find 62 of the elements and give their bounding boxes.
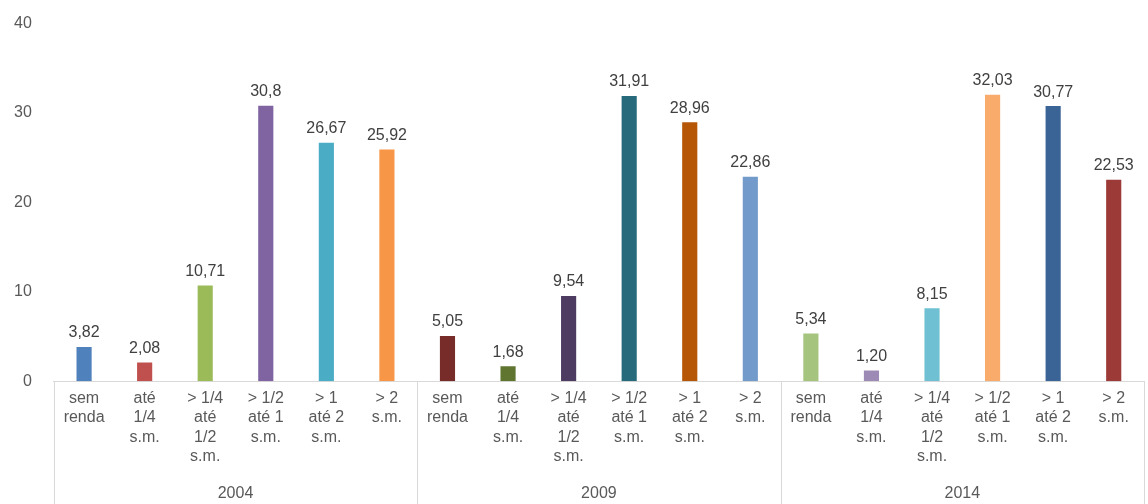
- x-tick-label: sem renda: [427, 389, 469, 426]
- data-label: 22,53: [1093, 156, 1134, 174]
- data-label: 10,71: [185, 261, 226, 279]
- text: 2014: [944, 484, 981, 502]
- data-label: 8,15: [916, 284, 948, 302]
- y-tick-label: 20: [14, 192, 32, 210]
- y-tick-label: 0: [22, 371, 32, 389]
- x-tick-label: até 1/4 s.m.: [856, 389, 887, 445]
- bar: [803, 333, 819, 382]
- bar: [500, 366, 516, 382]
- data-label: 1,68: [492, 342, 524, 360]
- x-tick-label: > 1/4 até 1/2 s.m.: [914, 389, 951, 464]
- data-label: 2,08: [129, 339, 161, 357]
- bar: [1045, 106, 1061, 382]
- x-tick-label: > 1 até 2 s.m.: [308, 389, 345, 445]
- data-label: 3,82: [68, 323, 100, 341]
- text: 2004: [217, 484, 254, 502]
- x-tick-label: > 1 até 2 s.m.: [671, 389, 708, 445]
- data-label: 26,67: [306, 119, 347, 137]
- bar: [318, 142, 334, 382]
- bar: [439, 336, 456, 382]
- bar: [1106, 179, 1122, 382]
- bar: [985, 94, 1001, 382]
- y-tick-label: 40: [14, 14, 32, 32]
- x-tick-label: > 2 s.m.: [1098, 389, 1129, 426]
- data-label: 22,86: [730, 153, 771, 171]
- y-tick-label: 30: [14, 103, 32, 121]
- bar: [197, 285, 213, 382]
- x-tick-label: > 1/4 até 1/2 s.m.: [550, 389, 587, 464]
- data-label: 32,03: [972, 71, 1013, 89]
- x-tick-label: até 1/4 s.m.: [129, 389, 160, 445]
- data-label: 30,8: [250, 82, 282, 100]
- bar: [863, 370, 880, 382]
- data-label: 1,20: [855, 346, 888, 364]
- data-label: 30,77: [1033, 82, 1074, 100]
- bar: [682, 122, 698, 382]
- x-tick-label: > 2 s.m.: [735, 389, 766, 426]
- bar: [561, 295, 577, 382]
- x-tick-label: > 1/4 até 1/2 s.m.: [187, 389, 224, 464]
- x-tick-label: até 1/4 s.m.: [492, 389, 524, 445]
- bar: [379, 149, 395, 382]
- y-tick-label: 10: [14, 282, 32, 300]
- data-label: 5,34: [795, 309, 827, 327]
- data-label: 5,05: [431, 312, 464, 330]
- text: 2009: [581, 484, 617, 502]
- x-tick-label: sem renda: [790, 389, 832, 426]
- x-tick-label: > 1 até 2 s.m.: [1035, 389, 1072, 445]
- bar: [76, 347, 92, 382]
- data-label: 25,92: [366, 125, 408, 143]
- x-tick-label: > 1/2 até 1 s.m.: [611, 389, 648, 445]
- bar: [742, 176, 758, 382]
- bar: [924, 308, 940, 382]
- data-label: 31,91: [609, 72, 650, 90]
- data-label: 9,54: [553, 272, 585, 290]
- bar: [258, 105, 274, 382]
- bar: [621, 95, 637, 382]
- x-tick-label: > 1/2 até 1 s.m.: [247, 389, 284, 445]
- data-label: 28,96: [669, 98, 710, 116]
- x-tick-label: > 2 s.m.: [371, 389, 403, 426]
- x-tick-label: > 1/2 até 1 s.m.: [974, 389, 1011, 445]
- bar: [137, 362, 153, 382]
- x-tick-label: sem renda: [63, 389, 105, 426]
